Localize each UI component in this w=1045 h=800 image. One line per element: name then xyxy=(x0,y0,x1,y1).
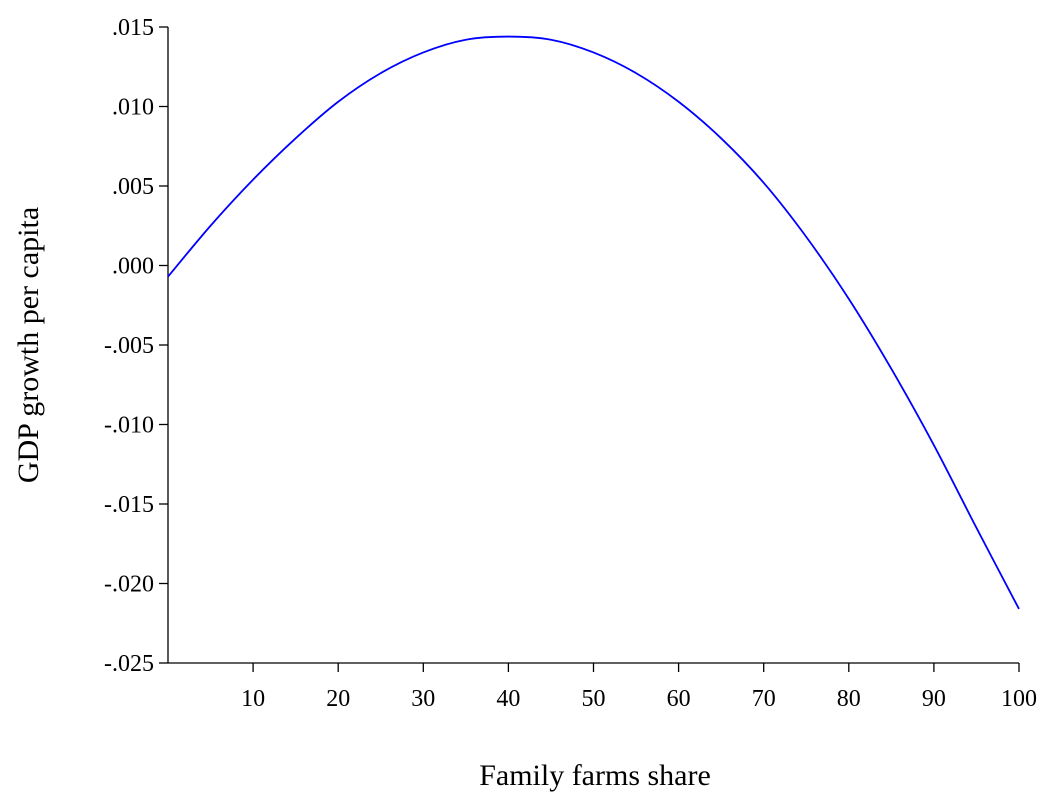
y-tick-label: .010 xyxy=(112,95,154,121)
x-tick-label: 50 xyxy=(582,686,606,712)
series-line xyxy=(167,35,1020,610)
y-tick-label: .005 xyxy=(112,174,154,200)
y-tick-label: .015 xyxy=(112,15,154,41)
x-tick-label: 100 xyxy=(1001,686,1037,712)
y-tick-label: -.020 xyxy=(104,572,154,598)
y-tick-label: .000 xyxy=(112,254,154,280)
x-tick-label: 80 xyxy=(837,686,861,712)
tick-marks xyxy=(159,26,1020,672)
x-tick-label: 90 xyxy=(922,686,946,712)
y-tick-label: -.015 xyxy=(104,492,154,518)
tick-labels: .015 .010 .005 .000 -.005 -.010 -.015 -.020 -.02… xyxy=(104,15,1037,712)
x-tick-label: 10 xyxy=(241,686,265,712)
x-tick-label: 40 xyxy=(496,686,520,712)
series-layer xyxy=(167,35,1020,610)
x-tick-label: 20 xyxy=(326,686,350,712)
x-tick-label: 30 xyxy=(411,686,435,712)
x-axis-title: Family farms share xyxy=(479,759,711,792)
x-tick-label: 60 xyxy=(667,686,691,712)
axes xyxy=(167,27,1019,664)
y-axis-title: GDP growth per capita xyxy=(12,207,45,483)
y-tick-label: -.005 xyxy=(104,333,154,359)
y-tick-label: -.010 xyxy=(104,413,154,439)
x-tick-label: 70 xyxy=(752,686,776,712)
y-tick-label: -.025 xyxy=(104,651,154,677)
